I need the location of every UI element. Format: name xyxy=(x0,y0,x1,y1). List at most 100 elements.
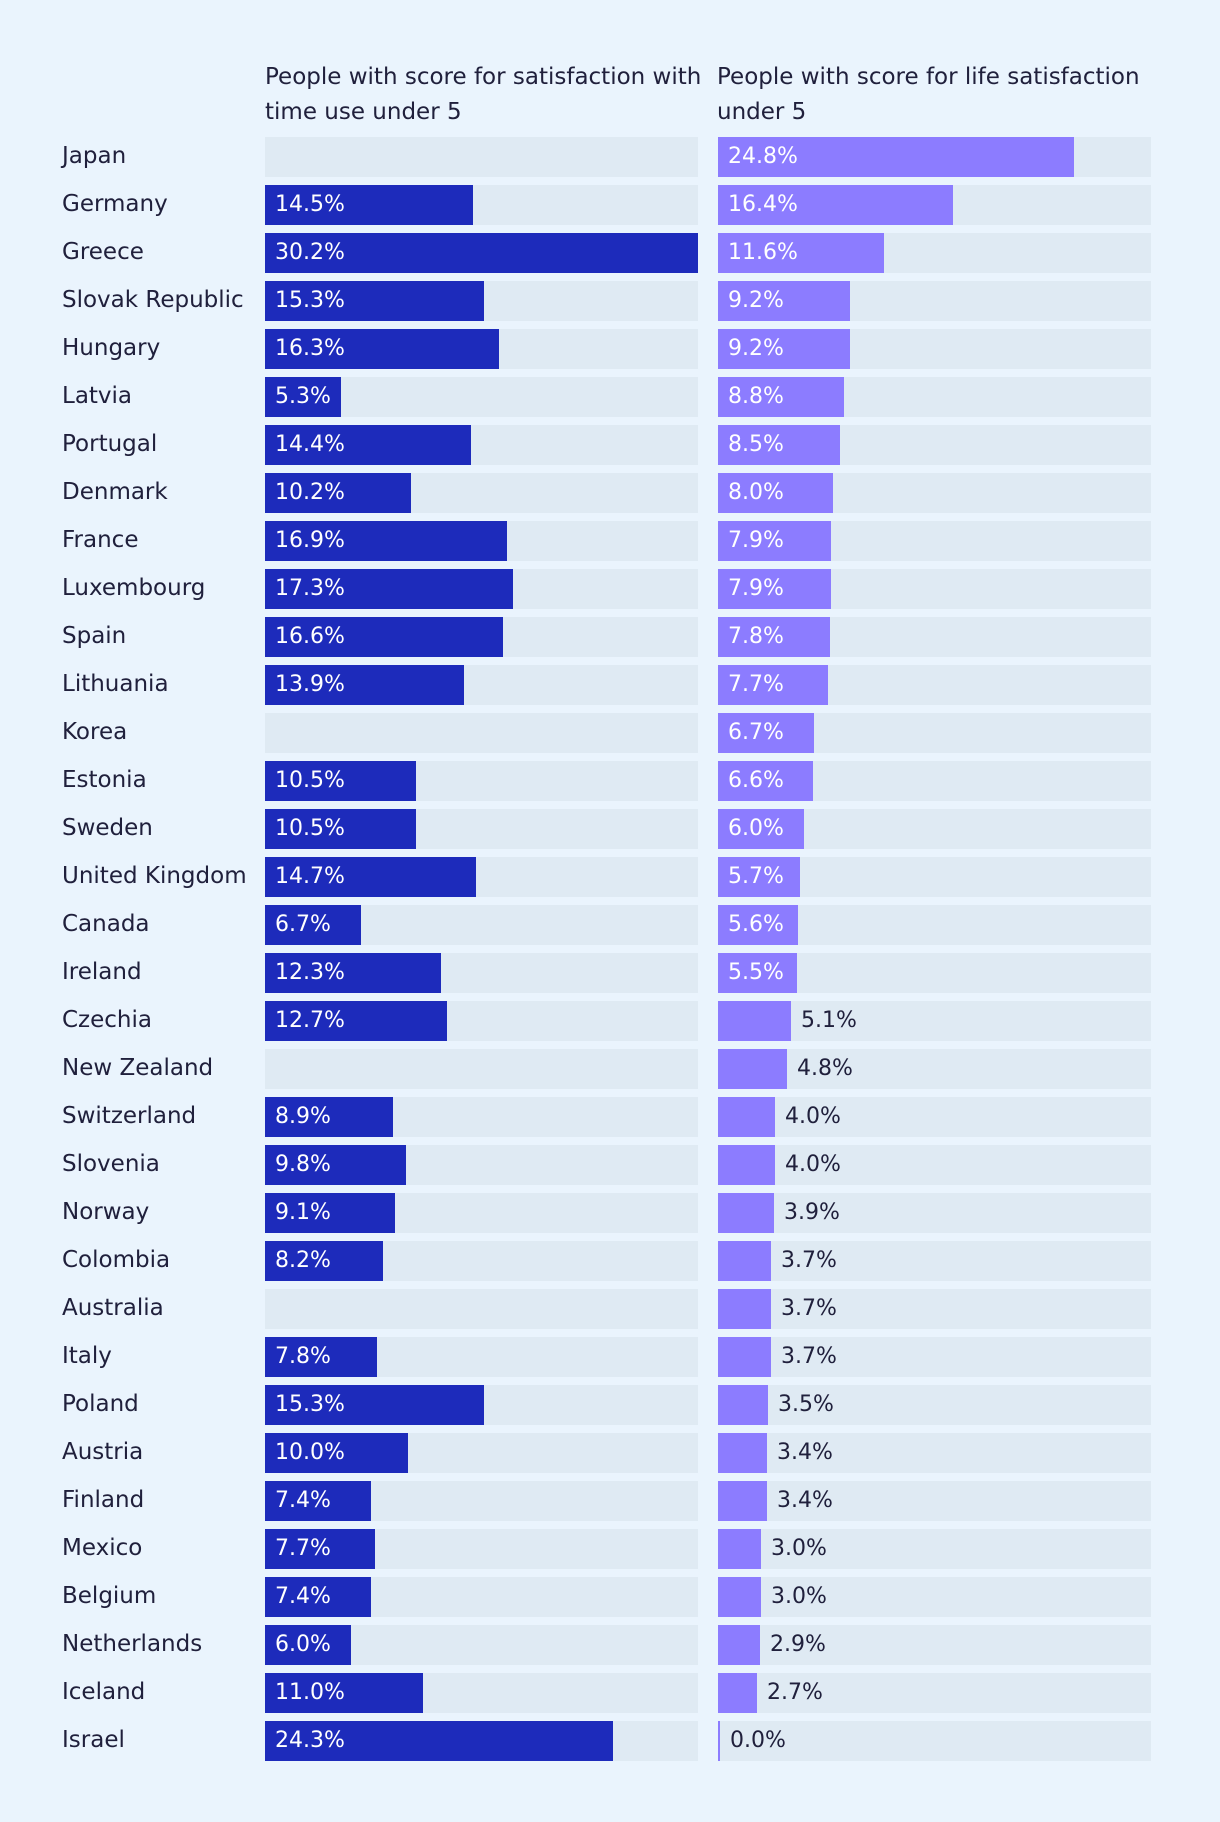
country-label: Netherlands xyxy=(62,1631,203,1657)
data-bar xyxy=(718,1049,787,1089)
country-label: Hungary xyxy=(62,335,161,361)
data-bar xyxy=(718,377,844,417)
data-label: 15.3% xyxy=(275,288,345,313)
country-label: Lithuania xyxy=(62,671,169,697)
data-label: 4.0% xyxy=(785,1104,841,1129)
data-bar xyxy=(718,473,833,513)
data-label: 8.2% xyxy=(275,1248,331,1273)
bar-track xyxy=(718,1385,1151,1425)
bar-track xyxy=(718,1097,1151,1137)
data-label: 5.6% xyxy=(728,912,784,937)
country-label: Korea xyxy=(62,719,128,745)
data-bar xyxy=(265,809,416,849)
country-label: Denmark xyxy=(62,479,168,505)
country-label: France xyxy=(62,527,139,553)
data-bar xyxy=(718,1385,768,1425)
bar-track xyxy=(265,1289,698,1329)
data-bar xyxy=(265,329,499,369)
data-bar xyxy=(718,1097,775,1137)
data-label: 7.9% xyxy=(728,576,784,601)
country-label: Iceland xyxy=(62,1679,146,1705)
data-bar xyxy=(265,617,503,657)
data-label: 3.0% xyxy=(771,1584,827,1609)
data-label: 12.7% xyxy=(275,1008,345,1033)
data-bar xyxy=(265,1577,371,1617)
data-label: 14.4% xyxy=(275,432,345,457)
country-label: Czechia xyxy=(62,1007,152,1033)
data-bar xyxy=(265,1721,613,1761)
country-label: Luxembourg xyxy=(62,575,206,601)
data-bar xyxy=(718,953,797,993)
data-bar xyxy=(718,713,814,753)
data-bar xyxy=(265,233,698,273)
data-label: 9.8% xyxy=(275,1152,331,1177)
data-bar xyxy=(265,857,476,897)
data-bar xyxy=(718,137,1074,177)
data-bar xyxy=(718,857,800,897)
data-label: 14.5% xyxy=(275,192,345,217)
data-bar xyxy=(718,1577,761,1617)
data-bar xyxy=(265,1337,377,1377)
data-bar xyxy=(718,1001,791,1041)
data-bar xyxy=(718,425,840,465)
bar-track xyxy=(718,1145,1151,1185)
data-bar xyxy=(265,1097,393,1137)
data-bar xyxy=(718,665,828,705)
data-label: 7.8% xyxy=(728,624,784,649)
data-label: 11.6% xyxy=(728,240,798,265)
country-label: Latvia xyxy=(62,383,133,409)
series1-header: People with score for satisfaction with … xyxy=(265,64,702,125)
data-label: 2.7% xyxy=(767,1680,823,1705)
data-bar xyxy=(265,1481,371,1521)
bar-track xyxy=(718,1481,1151,1521)
data-label: 10.2% xyxy=(275,480,345,505)
data-label: 30.2% xyxy=(275,240,345,265)
data-bar xyxy=(265,569,513,609)
data-label: 3.9% xyxy=(784,1200,840,1225)
data-label: 7.7% xyxy=(728,672,784,697)
data-label: 5.3% xyxy=(275,384,331,409)
data-label: 0.0% xyxy=(730,1728,786,1753)
data-bar xyxy=(265,1673,423,1713)
data-bar xyxy=(265,761,416,801)
data-bar xyxy=(265,665,464,705)
data-label: 6.0% xyxy=(275,1632,331,1657)
bar-track xyxy=(718,1673,1151,1713)
data-label: 3.7% xyxy=(781,1344,837,1369)
bar-track xyxy=(718,1193,1151,1233)
data-label: 5.1% xyxy=(801,1008,857,1033)
country-label: Estonia xyxy=(62,767,147,793)
data-bar xyxy=(718,281,850,321)
data-label: 7.7% xyxy=(275,1536,331,1561)
bar-track xyxy=(265,713,698,753)
data-label: 4.0% xyxy=(785,1152,841,1177)
data-bar xyxy=(718,1625,760,1665)
country-label: Germany xyxy=(62,191,168,217)
data-bar xyxy=(265,425,471,465)
data-label: 16.6% xyxy=(275,624,345,649)
country-label: Colombia xyxy=(62,1247,171,1273)
data-label: 8.5% xyxy=(728,432,784,457)
data-bar xyxy=(265,953,441,993)
data-bar xyxy=(718,329,850,369)
data-bar xyxy=(265,1145,406,1185)
bar-track xyxy=(718,1433,1151,1473)
data-label: 11.0% xyxy=(275,1680,345,1705)
bar-track xyxy=(265,137,698,177)
data-label: 17.3% xyxy=(275,576,345,601)
data-bar xyxy=(265,185,473,225)
data-label: 9.2% xyxy=(728,336,784,361)
data-label: 24.3% xyxy=(275,1728,345,1753)
data-bar xyxy=(718,1673,757,1713)
data-bar xyxy=(718,233,884,273)
data-bar xyxy=(718,1289,771,1329)
data-bar xyxy=(718,1481,767,1521)
data-bar xyxy=(265,281,484,321)
data-bar xyxy=(265,473,411,513)
bar-track xyxy=(718,1529,1151,1569)
data-bar xyxy=(718,617,830,657)
data-bar xyxy=(718,1433,767,1473)
country-label: Japan xyxy=(62,143,127,169)
bar-track xyxy=(265,1049,698,1089)
